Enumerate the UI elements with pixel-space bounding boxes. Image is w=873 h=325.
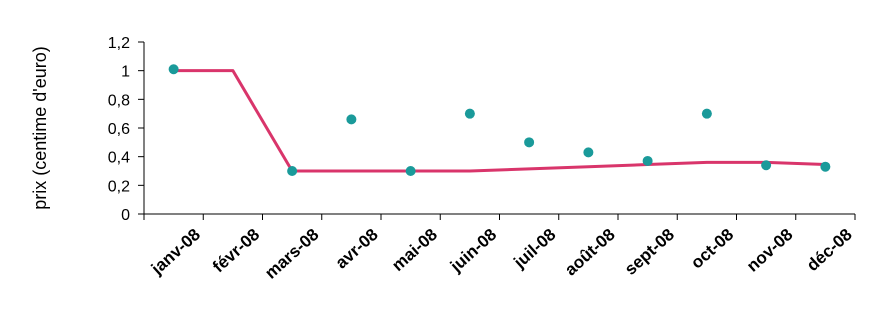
x-tick-label: mars-08 bbox=[261, 225, 322, 283]
x-tick-label: avr-08 bbox=[332, 225, 382, 273]
y-tick-label: 0,8 bbox=[108, 92, 130, 109]
x-tick-label: oct-08 bbox=[687, 225, 737, 273]
scatter-point bbox=[346, 114, 357, 125]
x-tick-label: févr-08 bbox=[209, 225, 263, 276]
series-line bbox=[173, 69, 826, 173]
scatter-point bbox=[583, 147, 594, 158]
x-tick-label: juil-08 bbox=[509, 225, 559, 273]
scatter-point bbox=[642, 155, 653, 166]
y-axis: 0 0,2 0,4 0,6 0,8 1 1,2 bbox=[108, 35, 145, 224]
y-axis-label: prix (centime d'euro) bbox=[30, 46, 50, 210]
x-tick-label: janv-08 bbox=[147, 225, 204, 279]
x-tick-label: déc-08 bbox=[803, 225, 856, 275]
y-tick-label: 0,2 bbox=[108, 178, 130, 195]
scatter-point bbox=[701, 108, 712, 119]
x-tick-label: juin-08 bbox=[446, 225, 500, 276]
y-tick-label: 0,4 bbox=[108, 150, 130, 167]
x-tick-label: sept-08 bbox=[621, 225, 678, 279]
scatter-point bbox=[761, 160, 772, 171]
scatter-point bbox=[820, 161, 831, 172]
scatter-point bbox=[168, 64, 179, 75]
y-tick-label: 0,6 bbox=[108, 121, 130, 138]
y-tick-label: 0 bbox=[121, 207, 130, 224]
y-tick-label: 1 bbox=[121, 64, 130, 81]
scatter-point bbox=[287, 166, 298, 176]
scatter-point bbox=[524, 137, 535, 148]
scatter-point bbox=[405, 166, 416, 176]
x-tick-label: mai-08 bbox=[388, 225, 441, 275]
series-layer bbox=[168, 64, 831, 176]
x-tick-label: août-08 bbox=[561, 225, 619, 280]
y-tick-label: 1,2 bbox=[108, 35, 130, 52]
scatter-point bbox=[464, 108, 475, 119]
x-tick-label: nov-08 bbox=[743, 225, 796, 276]
